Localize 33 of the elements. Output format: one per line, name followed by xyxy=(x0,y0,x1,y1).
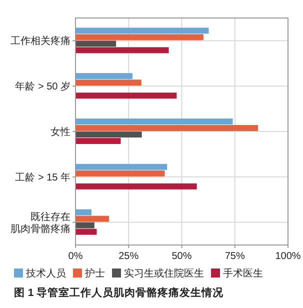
y-tick-label: 工龄 > 15 年 xyxy=(15,171,70,184)
x-tick-label: 75% xyxy=(224,251,245,262)
y-tick-label: 工作相关疼痛 xyxy=(10,35,70,48)
bar xyxy=(76,28,209,34)
bar xyxy=(76,40,116,47)
bar xyxy=(76,80,142,86)
x-tick-label: 0% xyxy=(68,251,83,262)
bar xyxy=(76,34,204,40)
y-tick-label: 年龄 > 50 岁 xyxy=(15,80,70,93)
x-tick-label: 100% xyxy=(275,251,301,262)
bar xyxy=(76,209,92,216)
legend-label: 技术人员 xyxy=(25,268,66,280)
bar xyxy=(76,125,258,131)
bar xyxy=(76,170,165,176)
bar xyxy=(76,222,94,228)
legend-label: 手术医生 xyxy=(223,268,263,280)
bar xyxy=(76,164,168,170)
bar xyxy=(76,138,121,144)
x-tick-label: 25% xyxy=(118,251,139,262)
y-tick-label: 女性 xyxy=(50,126,70,138)
legend-label: 护士 xyxy=(84,268,105,280)
text: 图 1 导管室工作人员肌肉骨骼疼痛发生情况 xyxy=(14,286,225,299)
bar xyxy=(76,132,142,138)
bar xyxy=(76,118,233,124)
bar xyxy=(76,47,169,54)
legend-label: 实习生或住院医生 xyxy=(124,268,204,280)
bar xyxy=(76,73,132,80)
bar xyxy=(76,216,110,222)
bar xyxy=(76,183,197,190)
bar xyxy=(76,228,97,235)
bar xyxy=(76,92,177,99)
y-tick-label: 既往存在肌肉骨骼疼痛 xyxy=(10,210,70,235)
x-tick-label: 50% xyxy=(172,251,192,262)
